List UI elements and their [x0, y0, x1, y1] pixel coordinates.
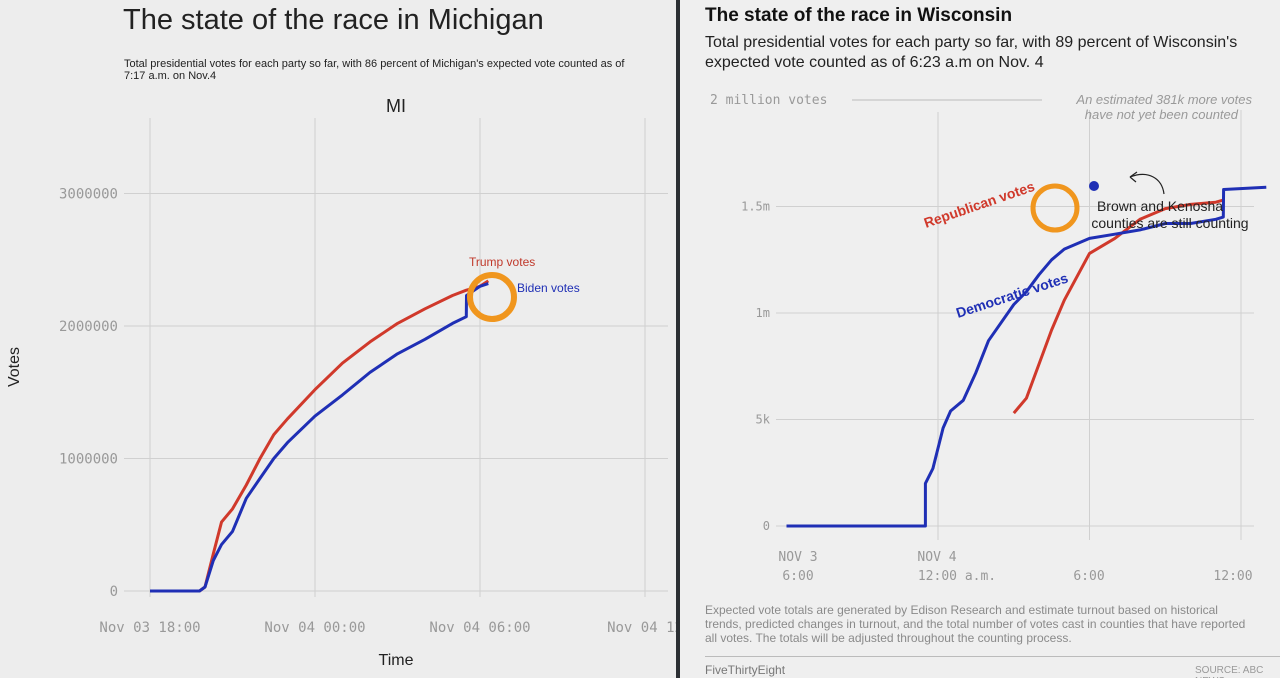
wi-y-top-tick: 2 million votes — [710, 93, 827, 108]
wi-brand: FiveThirtyEight — [705, 663, 786, 677]
wi-x-tick-labels: NOV 3 6:00 NOV 4 12:00 a.m. 6:00 12:00 — [778, 550, 1252, 584]
mi-biden-annotation: Biden votes — [517, 281, 580, 295]
wi-source: SOURCE: ABC NEWS — [1195, 665, 1264, 678]
panel-divider — [676, 0, 680, 678]
mi-biden-line — [150, 282, 489, 593]
wi-estimate-note-line2: have not yet been counted — [1085, 107, 1239, 122]
mi-y-tick: 1000000 — [59, 452, 118, 468]
wi-x-tick-line1: NOV 3 — [778, 550, 817, 565]
wi-footnote: Expected vote totals are generated by Ed… — [705, 603, 1246, 645]
wi-callout-arrowhead — [1129, 171, 1138, 183]
mi-x-tick-labels: Nov 03 18:00 Nov 04 00:00 Nov 04 06:00 Nov … — [99, 620, 676, 636]
wi-x-tick-line2: 12:00 a.m. — [918, 569, 996, 584]
wi-subtitle: Total presidential votes for each party … — [705, 34, 1238, 71]
mi-grid — [124, 118, 668, 597]
wi-callout-arrow — [1129, 173, 1165, 195]
wi-republican-annotation: Republican votes — [922, 178, 1037, 231]
wi-y-tick: 5k — [756, 413, 771, 427]
wi-callout-line2: counties are still counting — [1091, 215, 1248, 231]
wi-x-tick-line2: 6:00 — [1073, 569, 1104, 584]
wi-democratic-line — [786, 185, 1267, 528]
wi-endpoint-dot — [1089, 181, 1099, 191]
wi-estimate-note-line1: An estimated 381k more votes — [1075, 92, 1252, 107]
mi-trump-annotation: Trump votes — [469, 255, 535, 269]
mi-subtitle: Total presidential votes for each party … — [124, 58, 625, 82]
wi-grid — [776, 99, 1254, 540]
mi-y-tick: 0 — [110, 584, 118, 600]
mi-y-axis-label: Votes — [6, 347, 23, 387]
wi-x-tick-line2: 12:00 — [1213, 569, 1252, 584]
mi-y-tick: 2000000 — [59, 319, 118, 335]
wi-highlight-circle — [1030, 183, 1080, 233]
wi-series-lines — [786, 185, 1267, 528]
wi-republican-line — [1012, 198, 1224, 415]
wi-x-tick-line1: NOV 4 — [917, 550, 956, 565]
wi-y-tick: 1.5m — [741, 200, 770, 214]
mi-trump-line — [150, 279, 490, 593]
wi-chart-svg: 0 5k 1m 1.5m 2 million votes NOV 3 6:00 NOV 4 1… — [710, 92, 1267, 584]
mi-x-tick: Nov 04 00:00 — [264, 620, 365, 636]
wi-y-tick: 1m — [756, 306, 770, 320]
mi-y-tick: 3000000 — [59, 187, 118, 203]
wi-footer-rule — [705, 656, 1280, 657]
mi-series-lines — [150, 279, 490, 593]
wi-title: The state of the race in Wisconsin — [705, 5, 1013, 26]
wi-y-tick: 0 — [763, 519, 770, 533]
mi-highlight-circle — [467, 272, 517, 322]
wi-y-tick-labels: 0 5k 1m 1.5m 2 million votes — [710, 93, 827, 533]
mi-facet-label: MI — [386, 96, 406, 116]
wi-x-tick-line2: 6:00 — [782, 569, 813, 584]
mi-x-tick: Nov 04 06:00 — [429, 620, 530, 636]
mi-title: The state of the race in Michigan — [123, 4, 544, 36]
mi-y-tick-labels: 0 1000000 2000000 3000000 — [59, 187, 118, 601]
wisconsin-panel: The state of the race in Wisconsin Total… — [680, 0, 1280, 678]
mi-x-tick: Nov 03 18:00 — [99, 620, 200, 636]
michigan-panel: The state of the race in Michigan Total … — [6, 4, 676, 669]
mi-x-axis-label: Time — [379, 652, 414, 669]
mi-x-tick: Nov 04 12 — [607, 620, 676, 636]
wi-callout-line1: Brown and Kenosha — [1097, 198, 1223, 214]
